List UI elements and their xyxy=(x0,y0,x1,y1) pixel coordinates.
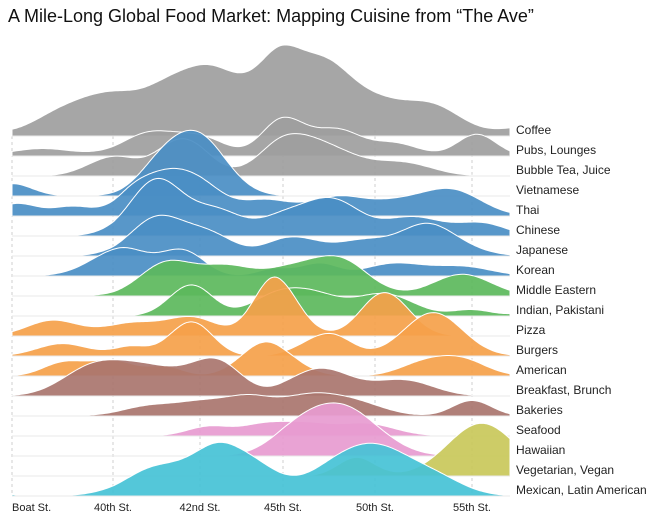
x-tick-label: Boat St. xyxy=(12,502,51,514)
row-label: Vegetarian, Vegan xyxy=(516,463,614,477)
ridge-breakfast-brunch xyxy=(11,357,510,397)
ridge-series xyxy=(11,44,511,497)
ridge-pubs-lounges xyxy=(11,116,511,157)
row-label: Coffee xyxy=(516,123,551,137)
row-label: Middle Eastern xyxy=(516,283,596,297)
x-tick-label: 40th St. xyxy=(94,502,132,514)
row-label: American xyxy=(516,363,567,377)
x-tick-label: 50th St. xyxy=(356,502,394,514)
row-label: Mexican, Latin American xyxy=(516,483,647,497)
x-tick-label: 42nd St. xyxy=(180,502,221,514)
row-label: Breakfast, Brunch xyxy=(516,383,611,397)
ridge-chinese xyxy=(12,177,511,237)
ridge-bakeries xyxy=(12,392,511,417)
row-label: Seafood xyxy=(516,423,561,437)
row-label: Indian, Pakistani xyxy=(516,303,604,317)
ridge-coffee xyxy=(11,44,511,137)
ridge-bubble-tea-juice xyxy=(12,133,510,177)
row-label: Pizza xyxy=(516,323,546,337)
row-label: Bakeries xyxy=(516,403,563,417)
x-axis-ticks: Boat St. 40th St. 42nd St. 45th St. 50th St.… xyxy=(12,502,491,514)
row-label: Japanese xyxy=(516,243,568,257)
row-label: Vietnamese xyxy=(516,183,579,197)
row-label: Hawaiian xyxy=(516,443,565,457)
ridge-middle-eastern xyxy=(12,255,511,297)
row-label: Bubble Tea, Juice xyxy=(516,163,611,177)
x-tick-label: 45th St. xyxy=(264,502,302,514)
chart-title: A Mile-Long Global Food Market: Mapping … xyxy=(8,6,534,26)
row-labels: Coffee Pubs, Lounges Bubble Tea, Juice Viet… xyxy=(516,123,647,497)
row-label: Burgers xyxy=(516,343,558,357)
ridge-mexican-latin-american xyxy=(11,441,511,497)
row-label: Thai xyxy=(516,203,539,217)
row-label: Korean xyxy=(516,263,555,277)
row-label: Pubs, Lounges xyxy=(516,143,596,157)
ridge-seafood xyxy=(12,420,510,437)
x-tick-label: 55th St. xyxy=(453,502,491,514)
ridge-japanese xyxy=(12,214,511,257)
row-label: Chinese xyxy=(516,223,560,237)
